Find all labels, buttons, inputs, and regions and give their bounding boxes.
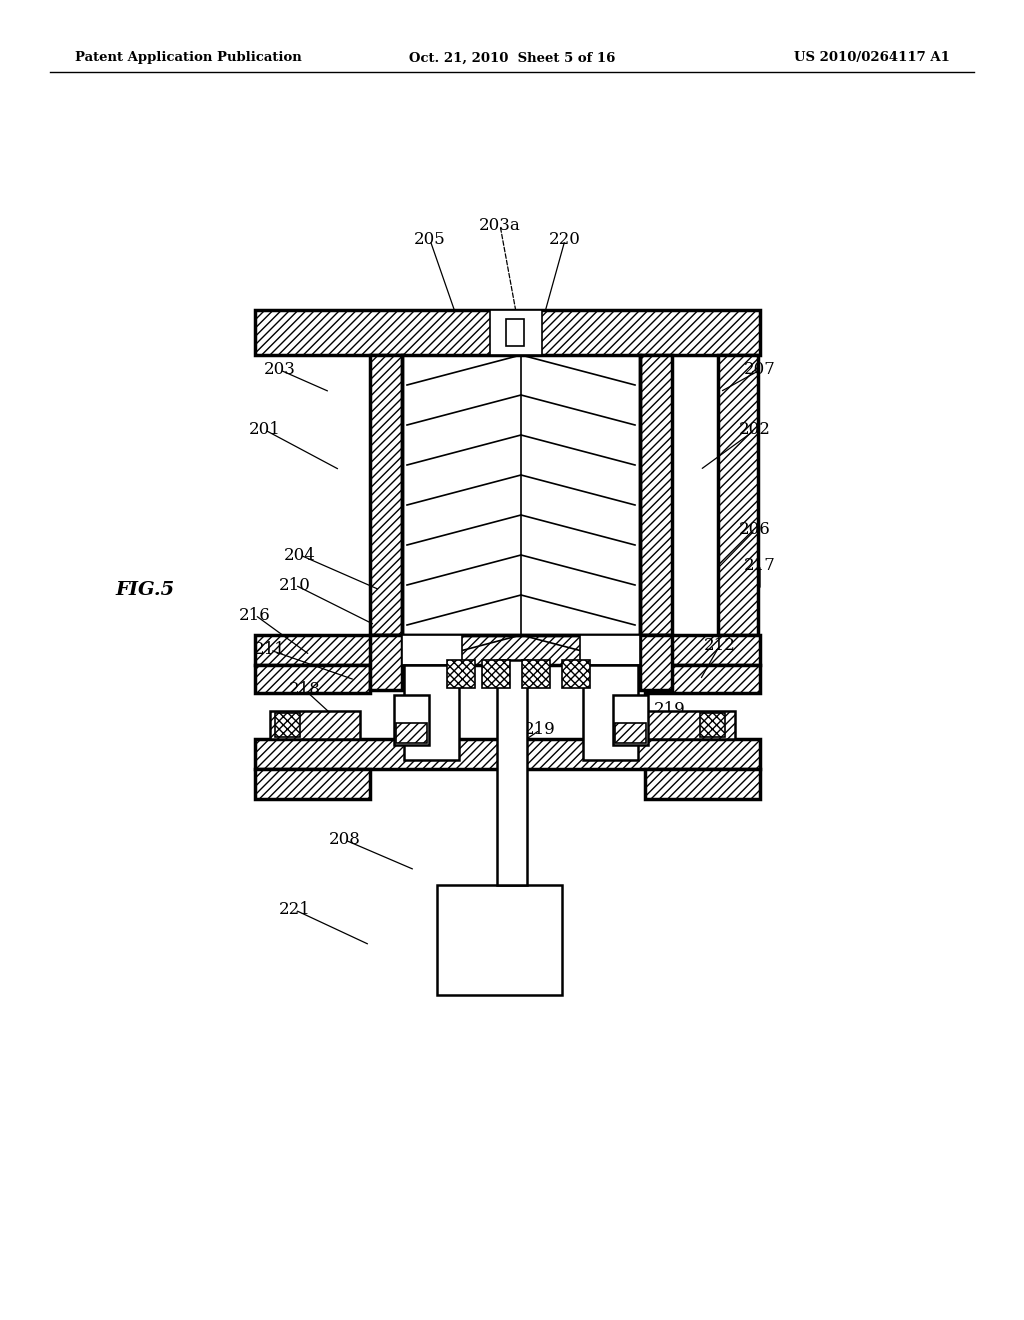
Bar — [640, 355, 672, 635]
Text: 204: 204 — [284, 546, 316, 564]
Bar — [580, 635, 640, 665]
Bar — [506, 319, 524, 346]
Bar — [396, 723, 427, 743]
Text: 221: 221 — [280, 902, 311, 919]
Bar — [255, 635, 760, 665]
Bar — [275, 713, 300, 737]
Bar — [370, 355, 402, 635]
Text: 215: 215 — [584, 737, 615, 754]
Bar — [255, 310, 760, 355]
Text: 212: 212 — [705, 636, 736, 653]
Bar — [718, 355, 758, 635]
Text: 208: 208 — [329, 832, 360, 849]
Text: 207: 207 — [744, 362, 776, 379]
Text: FIG.5: FIG.5 — [116, 581, 175, 599]
Text: 202: 202 — [739, 421, 771, 438]
Bar — [255, 665, 370, 693]
Bar — [562, 660, 590, 688]
Bar — [402, 635, 462, 665]
Text: 216: 216 — [240, 606, 271, 623]
Text: 203a: 203a — [479, 216, 521, 234]
Text: US 2010/0264117 A1: US 2010/0264117 A1 — [795, 51, 950, 65]
Bar — [255, 770, 370, 799]
Bar — [640, 635, 672, 690]
Text: 218: 218 — [289, 681, 321, 698]
Bar — [447, 660, 475, 688]
Text: Oct. 21, 2010  Sheet 5 of 16: Oct. 21, 2010 Sheet 5 of 16 — [409, 51, 615, 65]
Text: 220: 220 — [549, 231, 581, 248]
Bar — [645, 711, 735, 739]
Bar — [270, 711, 360, 739]
Bar — [404, 665, 459, 760]
Bar — [645, 665, 760, 693]
Bar — [522, 660, 550, 688]
Text: 213: 213 — [624, 747, 656, 763]
Bar — [583, 665, 638, 760]
Text: 203: 203 — [264, 362, 296, 379]
Text: 201: 201 — [249, 421, 281, 438]
Bar — [402, 355, 640, 635]
Text: 219: 219 — [524, 722, 556, 738]
Bar — [700, 713, 725, 737]
Bar — [437, 884, 562, 995]
Text: Patent Application Publication: Patent Application Publication — [75, 51, 302, 65]
Bar — [645, 770, 760, 799]
Text: 205: 205 — [414, 231, 445, 248]
Bar — [255, 739, 760, 770]
Text: 214: 214 — [289, 717, 321, 734]
Text: 211: 211 — [254, 642, 286, 659]
Bar — [615, 723, 646, 743]
Bar — [482, 660, 510, 688]
Text: 210: 210 — [280, 577, 311, 594]
Text: 219: 219 — [654, 701, 686, 718]
Bar — [394, 696, 429, 744]
Text: 217: 217 — [744, 557, 776, 573]
Bar — [370, 635, 402, 690]
Bar — [490, 310, 542, 355]
Bar — [497, 660, 527, 884]
Text: 206: 206 — [739, 521, 771, 539]
Bar — [613, 696, 648, 744]
